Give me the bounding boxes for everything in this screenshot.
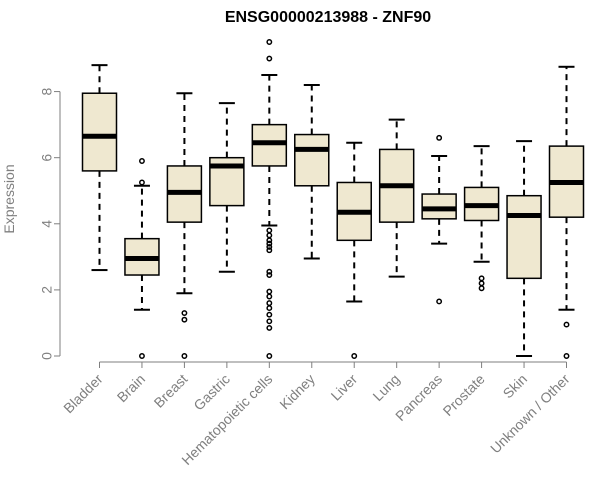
box-gastric: [209, 102, 245, 273]
y-tick-label: 8: [39, 87, 55, 95]
box-kidney: [294, 83, 330, 260]
y-axis: 0 2 4 6 8: [39, 87, 61, 360]
outlier-point: [436, 134, 443, 141]
outlier-point: [181, 316, 188, 323]
x-tick-label: Pancreas: [392, 371, 445, 424]
y-tick-label: 2: [39, 286, 55, 294]
outlier-point: [266, 55, 273, 62]
outlier-point: [266, 243, 273, 250]
chart-title: ENSG00000213988 - ZNF90: [225, 9, 431, 26]
y-tick-label: 0: [39, 352, 55, 360]
outlier-point: [478, 275, 485, 282]
x-tick-label: Unknown / Other: [487, 371, 573, 457]
iqr-box: [294, 133, 330, 187]
box-unknown-other: [548, 65, 585, 359]
box-pancreas: [421, 134, 457, 305]
outlier-point: [266, 293, 273, 300]
box-lung: [378, 118, 415, 278]
outlier-point: [266, 353, 273, 359]
outlier-point: [563, 321, 570, 328]
outlier-point: [266, 288, 273, 295]
box-bladder: [81, 64, 118, 272]
outlier-point: [478, 285, 485, 292]
outlier-point: [266, 318, 273, 325]
x-tick-label: Skin: [500, 371, 531, 402]
outlier-point: [266, 232, 273, 239]
x-tick-label: Kidney: [276, 371, 318, 413]
outlier-point: [266, 247, 273, 254]
iqr-box: [506, 194, 542, 280]
outlier-point: [266, 240, 273, 247]
outlier-point: [266, 39, 273, 45]
outlier-point: [266, 305, 273, 312]
outlier-point: [266, 237, 273, 244]
box-hematopoietic-cells: [251, 39, 288, 359]
iqr-box: [81, 92, 118, 172]
outlier-point: [139, 353, 145, 359]
outlier-point: [266, 227, 273, 234]
outlier-point: [181, 353, 188, 359]
outlier-point: [266, 311, 273, 318]
outlier-point: [478, 280, 485, 287]
outlier-point: [266, 324, 273, 331]
box-breast: [166, 92, 203, 359]
outlier-point: [351, 353, 358, 359]
y-tick-label: 4: [39, 220, 55, 228]
outlier-point: [266, 268, 273, 275]
outlier-point: [139, 158, 145, 164]
outlier-point: [436, 298, 443, 305]
x-tick-label: Liver: [328, 371, 361, 404]
x-tick-label: Bladder: [60, 371, 106, 417]
outlier-point: [181, 310, 188, 316]
x-tick-label: Breast: [151, 371, 191, 411]
box-liver: [336, 141, 372, 359]
outlier-point: [563, 353, 570, 359]
y-axis-label: Expression: [1, 164, 17, 233]
x-tick-label: Brain: [114, 371, 148, 405]
outlier-point: [139, 179, 145, 186]
x-tick-label: Prostate: [440, 371, 488, 419]
x-tick-label: Lung: [369, 371, 402, 404]
box-prostate: [463, 145, 500, 292]
box-skin: [506, 140, 542, 357]
boxes: [81, 39, 585, 359]
box-brain: [124, 158, 160, 359]
outlier-point: [266, 300, 273, 307]
y-tick-label: 6: [39, 154, 55, 162]
outlier-point: [266, 272, 273, 278]
